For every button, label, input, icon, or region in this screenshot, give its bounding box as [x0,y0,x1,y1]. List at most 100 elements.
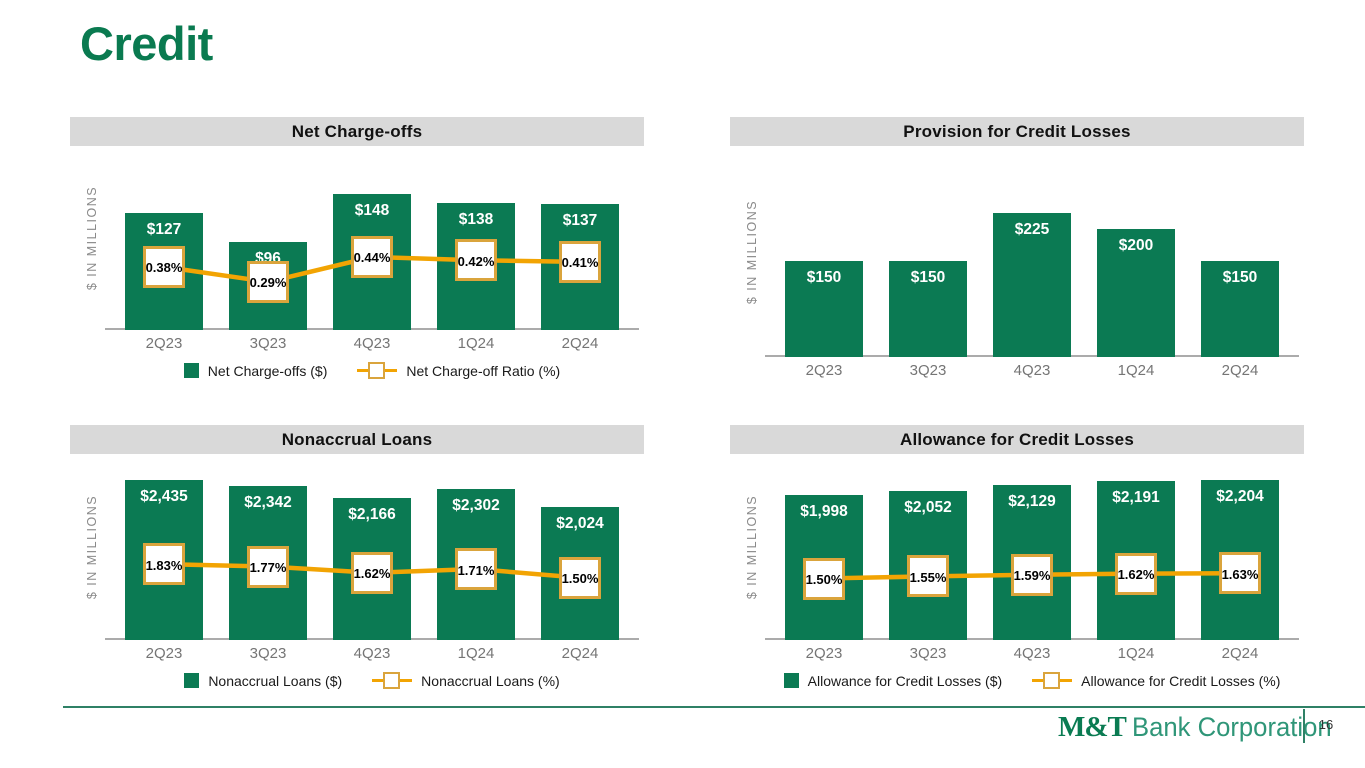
chart-panel-net-charge-offs: Net Charge-offs $ IN MILLIONS $127 $96 $148 $… [70,117,644,379]
line-marker-label: 1.62% [1117,567,1155,583]
line-marker: 1.50% [803,557,845,600]
page-number-divider [1303,709,1305,743]
legend-bar-swatch [783,673,799,688]
x-axis-labels: 2Q23 3Q23 4Q23 1Q24 2Q24 [112,335,632,352]
bar-value-label: $1,998 [800,503,848,520]
x-axis-tick-label: 2Q23 [805,362,843,379]
line-marker-label: 1.77% [249,560,287,576]
x-axis-tick-label: 4Q23 [1013,362,1051,379]
legend-bar-label: Net Charge-offs ($) [207,362,328,379]
logo-bank-corporation-text: Bank Corporation [1131,712,1332,742]
page-number: 16 [1318,717,1334,732]
bar-value-label: $2,342 [244,494,292,512]
chart-legend: Net Charge-offs ($) Net Charge-off Ratio … [112,362,632,379]
line-marker-label: 0.29% [249,275,287,291]
plot-area: $ IN MILLIONS $2,435 $2,342 $2,166 $2,302 $2,… [70,454,644,640]
chart-panel-provision-for-credit-losses: Provision for Credit Losses $ IN MILLIONS… [730,117,1304,379]
plot-area: $ IN MILLIONS $150 $150 $225 $200 $150 [730,146,1304,357]
line-marker-label: 0.38% [145,260,183,276]
legend-bar-swatch [183,363,199,378]
chart-legend: Nonaccrual Loans ($) Nonaccrual Loans (%) [112,672,632,689]
bar-value-label: $225 [1014,221,1050,238]
y-axis-label: $ IN MILLIONS [745,494,759,600]
legend-line-label: Allowance for Credit Losses (%) [1081,672,1281,689]
legend-item-line-series: Nonaccrual Loans (%) [372,672,560,689]
legend-line-swatch [1032,672,1073,689]
x-axis-tick-label: 1Q24 [457,645,495,662]
legend-item-line-series: Net Charge-off Ratio (%) [357,362,560,379]
legend-line-swatch [357,362,398,379]
line-marker: 1.62% [1115,552,1157,595]
line-marker-label: 0.41% [561,255,599,271]
bar-value-label: $138 [458,211,494,229]
bar-value-label: $2,191 [1112,488,1160,506]
x-axis-tick-label: 2Q24 [561,335,599,352]
chart-title: Provision for Credit Losses [730,117,1304,146]
line-marker-label: 1.62% [353,566,391,582]
line-marker-label: 1.50% [561,571,599,587]
legend-marker-glyph [1043,672,1061,689]
legend-bar-label: Allowance for Credit Losses ($) [807,672,1003,689]
line-marker-label: 0.44% [353,250,391,266]
bar-value-label: $2,052 [904,499,952,516]
legend-marker-glyph [368,362,386,379]
line-marker: 0.44% [351,235,393,278]
bar: $150 [1201,261,1279,357]
line-marker: 1.50% [559,556,601,599]
line-marker: 1.83% [143,543,185,586]
line-marker-label: 1.83% [145,557,183,573]
x-axis-labels: 2Q23 3Q23 4Q23 1Q24 2Q24 [772,362,1292,379]
legend-line-swatch [372,672,413,689]
logo-mt-text: M&T [1058,711,1127,743]
legend-item-line-series: Allowance for Credit Losses (%) [1032,672,1280,689]
legend-item-bar-series: Allowance for Credit Losses ($) [783,672,1003,689]
y-axis-label: $ IN MILLIONS [745,199,759,304]
bar-value-label: $150 [910,269,946,286]
plot-inner: $150 $150 $225 $200 $150 [765,146,1299,357]
bar: $2,204 [1201,480,1279,640]
plot-inner: $127 $96 $148 $138 $137 0.38% 0.29% 0.44% 0.42% 0… [105,146,639,330]
line-marker-label: 1.59% [1013,568,1051,584]
legend-line-label: Nonaccrual Loans (%) [421,672,560,689]
bar-value-label: $200 [1118,237,1154,254]
legend-item-bar-series: Net Charge-offs ($) [183,362,328,379]
bar-value-label: $150 [1222,269,1258,286]
line-marker: 0.41% [559,240,601,283]
x-axis-tick-label: 2Q23 [805,645,843,662]
bar-value-label: $2,435 [140,488,188,505]
line-marker: 1.77% [247,545,289,588]
plot-inner: $2,435 $2,342 $2,166 $2,302 $2,024 1.83% 1.77%… [105,454,639,640]
x-axis-tick-label: 3Q23 [909,645,947,662]
line-marker: 1.62% [351,551,393,594]
bar-value-label: $150 [806,269,842,286]
x-axis-tick-label: 3Q23 [249,645,287,662]
x-axis-tick-label: 3Q23 [249,335,287,352]
line-marker: 1.71% [455,548,497,591]
legend-line-label: Net Charge-off Ratio (%) [406,362,561,379]
legend-bar-label: Nonaccrual Loans ($) [208,672,343,689]
bar-value-label: $2,302 [452,496,500,514]
x-axis-labels: 2Q23 3Q23 4Q23 1Q24 2Q24 [112,645,632,662]
x-axis-tick-label: 3Q23 [909,362,947,379]
chart-legend: Allowance for Credit Losses ($) Allowance… [772,672,1292,689]
legend-bar-swatch [184,673,200,688]
bar-value-label: $137 [562,212,598,230]
bar: $200 [1097,229,1175,357]
x-axis-tick-label: 2Q24 [1221,645,1259,662]
company-logo: M&T Bank Corporation [1058,711,1342,744]
legend-item-bar-series: Nonaccrual Loans ($) [184,673,342,689]
y-axis-label: $ IN MILLIONS [85,185,99,291]
chart-title: Nonaccrual Loans [70,425,644,454]
chart-panel-nonaccrual-loans: Nonaccrual Loans $ IN MILLIONS $2,435 $2,34… [70,425,644,689]
line-marker-label: 1.55% [909,569,947,585]
plot-inner: $1,998 $2,052 $2,129 $2,191 $2,204 1.50% 1.55%… [765,454,1299,640]
bar-value-label: $2,129 [1008,493,1056,511]
bar: $150 [889,261,967,357]
line-marker-label: 0.42% [457,253,495,269]
x-axis-tick-label: 1Q24 [1117,645,1155,662]
bar: $150 [785,261,863,357]
footer-divider-line [63,706,1365,708]
x-axis-tick-label: 2Q23 [145,645,183,662]
x-axis-labels: 2Q23 3Q23 4Q23 1Q24 2Q24 [772,645,1292,662]
